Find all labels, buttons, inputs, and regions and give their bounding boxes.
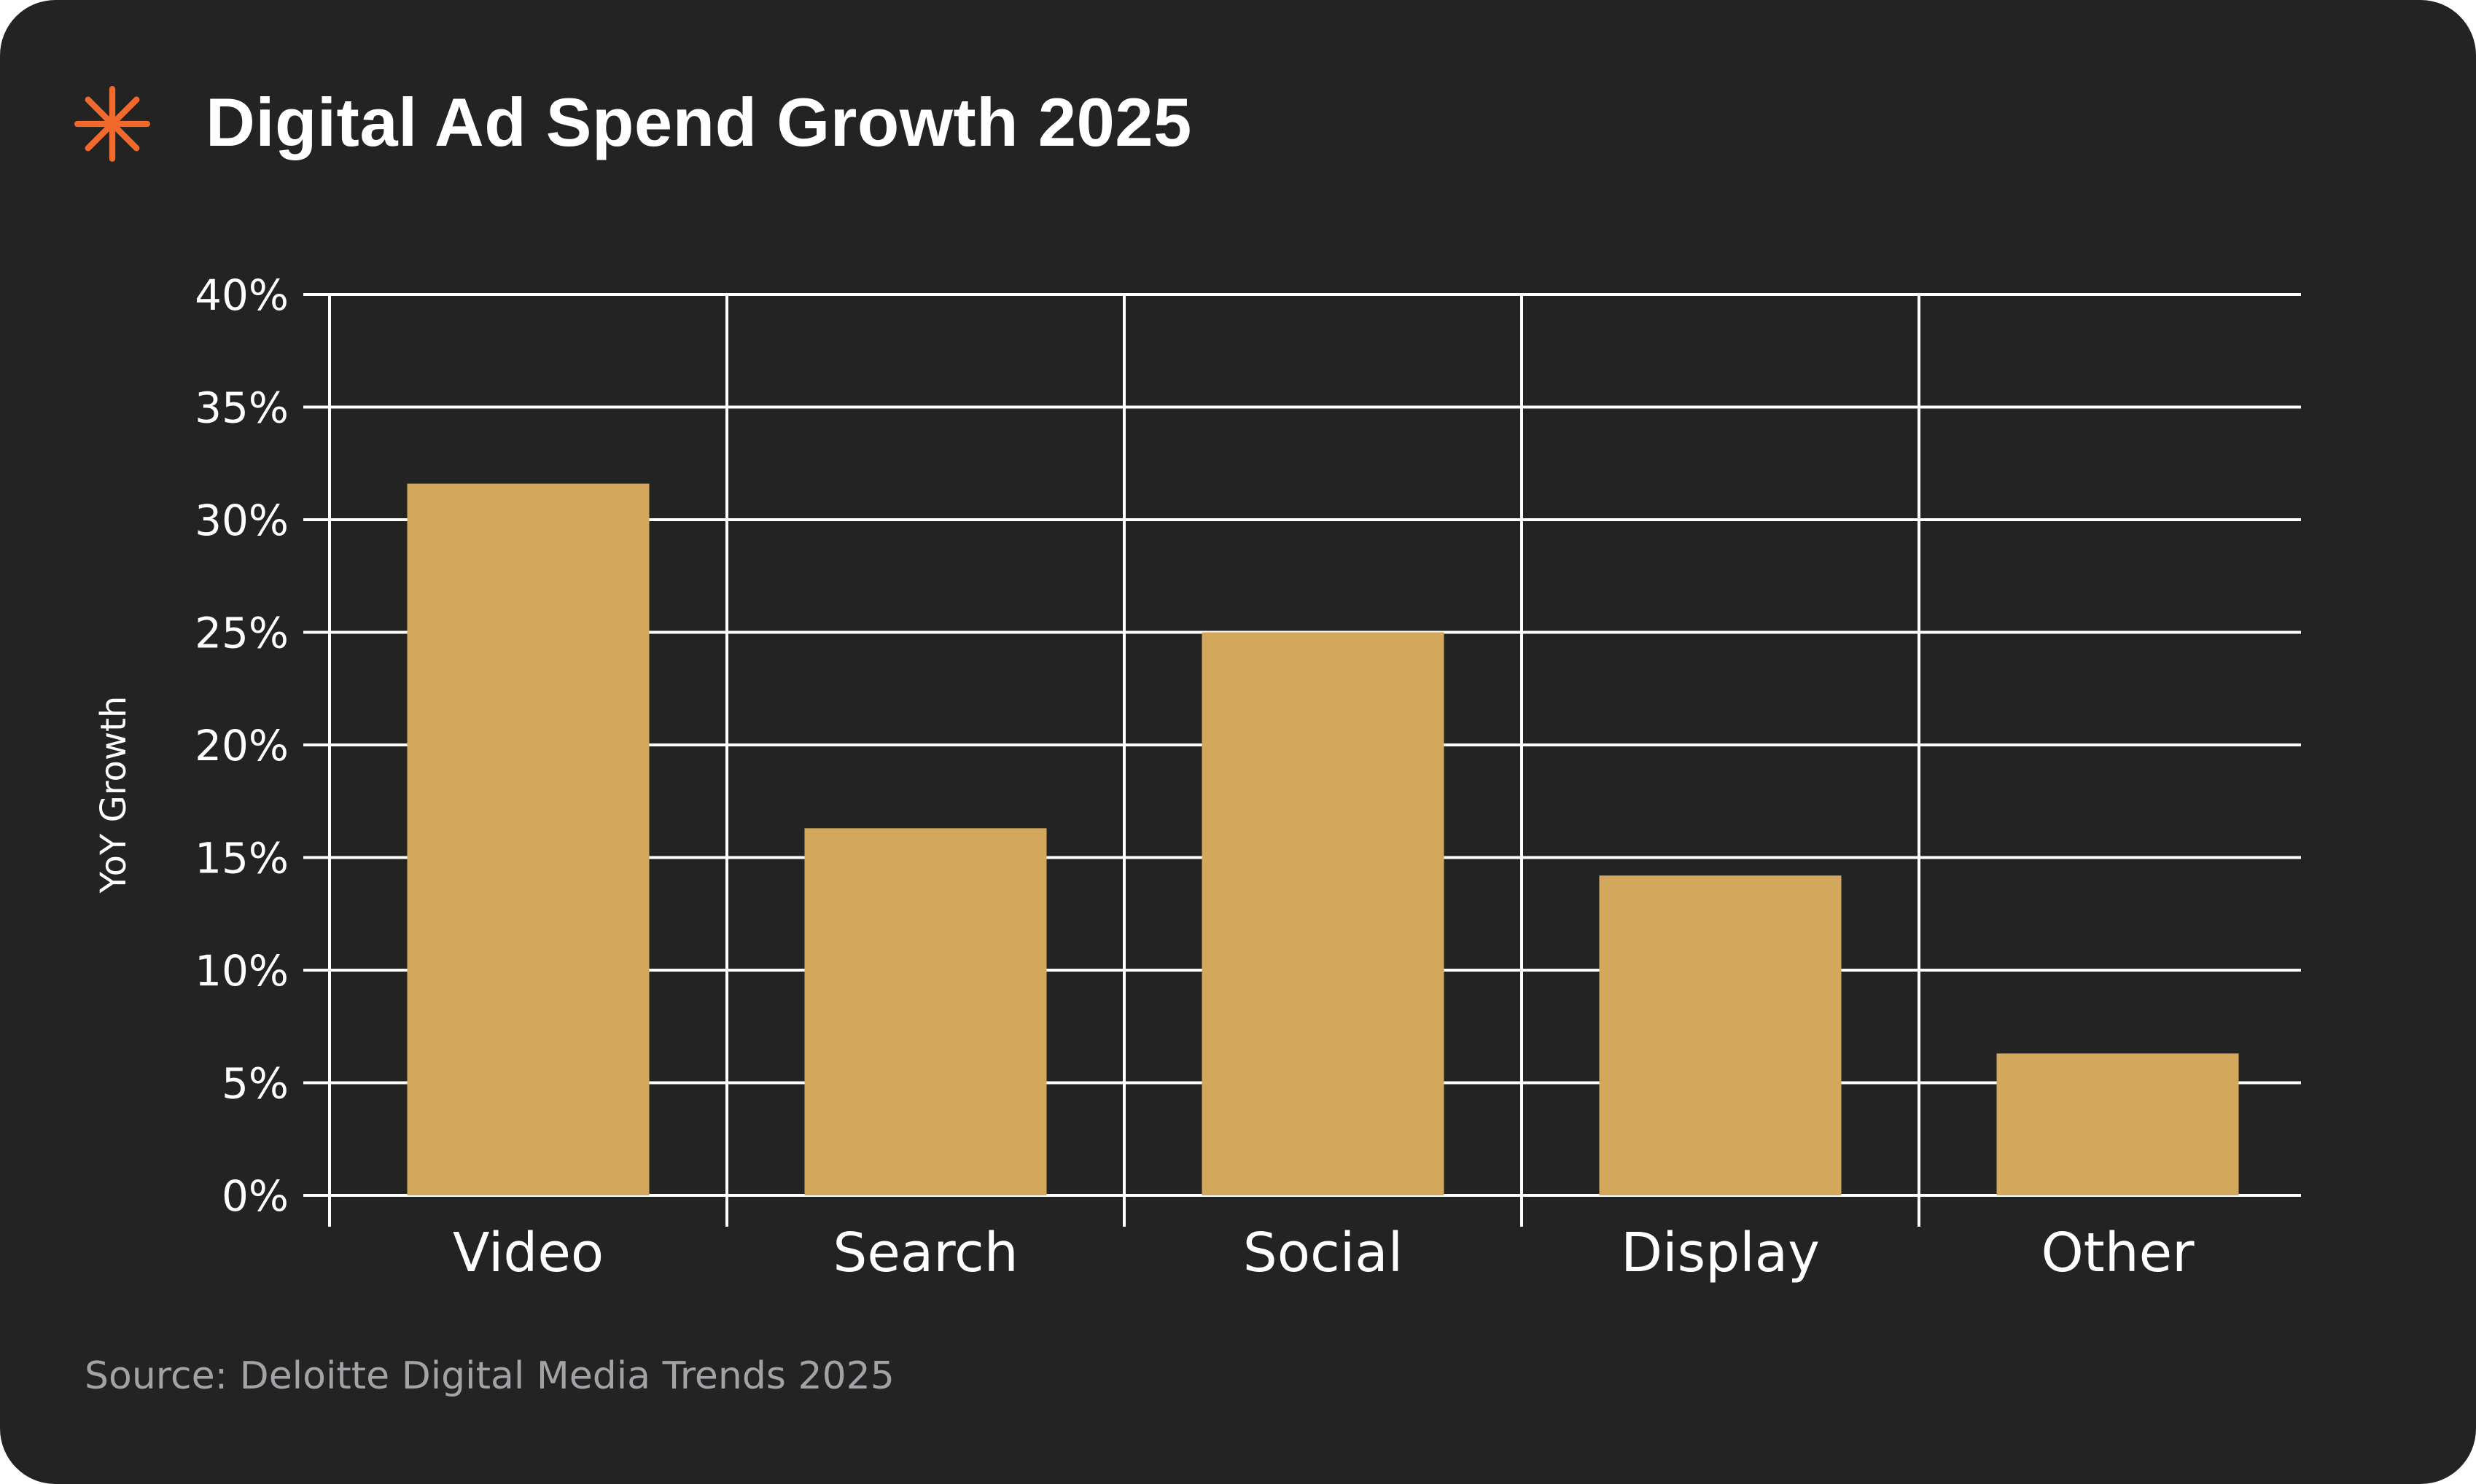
y-tick-label: 25% [195,609,289,658]
bar-layer [407,483,2239,1195]
x-tick-label: Display [1621,1222,1820,1284]
source-note: Source: Deloitte Digital Media Trends 20… [85,1354,895,1398]
bar-video [407,483,650,1195]
bar-display [1599,875,1842,1195]
y-tick-label: 40% [195,270,289,320]
y-tick-label: 10% [195,946,289,996]
x-tick-label: Other [2041,1222,2195,1284]
bar-search [804,828,1047,1195]
y-axis-title: YoY Growth [93,696,134,894]
chart-title: Digital Ad Spend Growth 2025 [206,84,1192,160]
bar-social [1202,632,1444,1195]
x-tick-label: Social [1243,1222,1403,1284]
y-tick-label: 35% [195,383,289,433]
y-tick-label: 15% [195,834,289,883]
x-tick-label: Search [833,1222,1018,1284]
asterisk-burst-icon [74,86,150,162]
y-tick-label: 5% [222,1059,289,1109]
bar-other [1996,1053,2239,1195]
y-tick-label: 0% [222,1171,289,1221]
axis-layer: 0% 5% 10% 15% 20% 25% 30% 35% 40% Video Search Soci… [195,270,2195,1284]
x-tick-label: Video [453,1222,604,1284]
y-tick-label: 30% [195,496,289,545]
y-tick-label: 20% [195,721,289,770]
